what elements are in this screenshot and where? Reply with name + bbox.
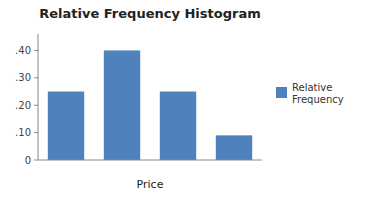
title: Relative Frequency Histogram: [39, 6, 260, 21]
x-axis-label: Price: [137, 178, 164, 191]
y-axis: [38, 34, 39, 160]
legend-swatch: [276, 87, 287, 98]
legend-label-line: Frequency: [292, 94, 344, 105]
legend-label: RelativeFrequency: [292, 82, 344, 105]
y-tick: [34, 77, 38, 78]
chart: Relative Frequency Histogram 0 .10 .20 .30 .4…: [0, 0, 382, 199]
bar: [48, 92, 84, 160]
y-tick: [34, 132, 38, 133]
y-tick-label: .10: [15, 127, 31, 138]
y-tick: [34, 105, 38, 106]
x-axis: [38, 160, 262, 161]
bar: [104, 50, 140, 160]
y-tick: [34, 160, 38, 161]
bars: [48, 50, 252, 160]
y-tick-label: .20: [15, 100, 31, 111]
y-tick-label: .40: [15, 45, 31, 56]
bar: [160, 92, 196, 160]
y-tick-label: 0: [25, 155, 31, 166]
y-tick-label: .30: [15, 72, 31, 83]
legend-item: RelativeFrequency: [276, 82, 344, 105]
bar: [216, 135, 252, 160]
legend-label-line: Relative: [292, 82, 332, 93]
y-tick: [34, 50, 38, 51]
